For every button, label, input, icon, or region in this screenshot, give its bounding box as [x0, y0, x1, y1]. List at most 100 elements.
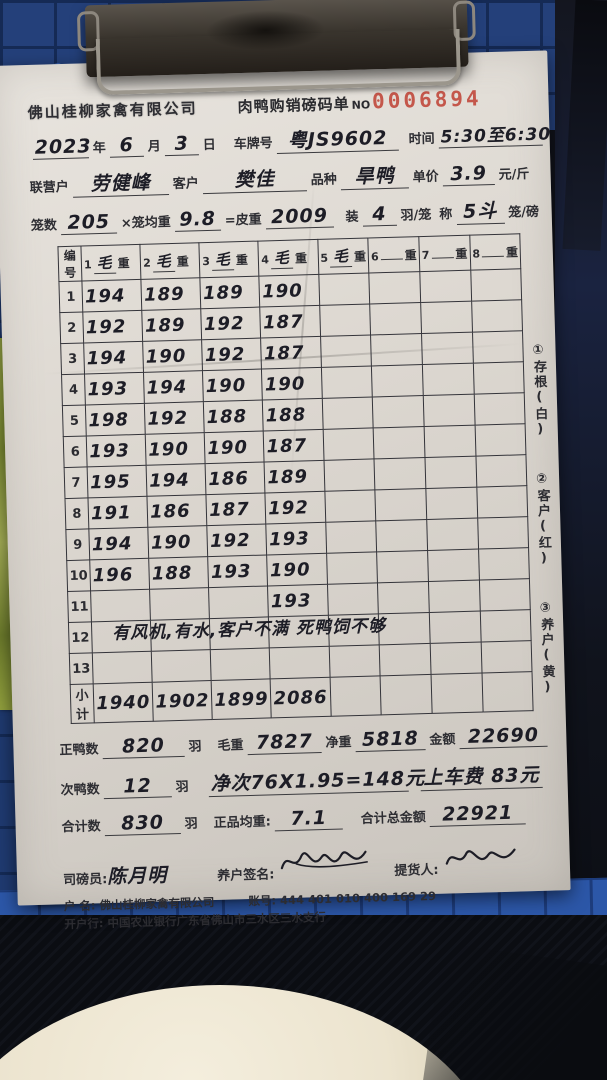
- weight-cell: [375, 488, 427, 521]
- partner-customer-line: 联营户 劳健峰 客户 樊佳 品种 旱鸭 单价 3.9 元/斤: [29, 158, 530, 199]
- weight-cell: [422, 363, 474, 396]
- cull-count-value: 12: [103, 774, 172, 800]
- weight-cell: [369, 302, 422, 335]
- weight-cell: 194: [83, 341, 144, 374]
- farmer-sign-label: 养户签名:: [217, 867, 275, 884]
- weight-cell: 190: [259, 274, 320, 308]
- cages-label: 笼数: [30, 218, 58, 234]
- total-count-value: 830: [104, 810, 181, 837]
- weight-cell: [479, 609, 532, 643]
- summary-line-3: 合计数 830 羽 正品均重: 7.1 合计总金额 22921: [47, 801, 527, 837]
- weight-cell: [320, 365, 373, 399]
- weight-cell: 189: [141, 308, 202, 342]
- weight-cell: 187: [261, 336, 321, 370]
- weight-cell: [151, 649, 212, 683]
- weight-cell: [430, 673, 483, 714]
- weight-cell: [326, 551, 378, 585]
- weight-cell: 1902: [152, 680, 213, 722]
- serial-number: 0006894: [371, 86, 482, 114]
- plate-label: 车牌号: [233, 136, 273, 153]
- weight-cell: 191: [88, 496, 149, 529]
- weight-cell: [420, 301, 473, 334]
- row-number: 7: [64, 466, 89, 499]
- weight-cell: [324, 489, 376, 523]
- weigh-slip-paper: 佛山桂柳家禽有限公司 肉鸭购销磅码单 NO 0006894 2023 年 6 月…: [0, 0, 571, 931]
- weight-cell: [210, 647, 271, 681]
- weigh-unit: 笼/磅: [508, 204, 540, 221]
- cull-count-label: 次鸭数: [60, 782, 100, 799]
- weight-cell: [423, 425, 476, 458]
- weight-cell: [318, 273, 370, 306]
- weight-table-wrap: 编号 1 毛重 2 毛重 3 毛重 4 毛重 5 毛重 6 重 7 重 8 重 1 194 189 189 190 2 19…: [57, 233, 534, 724]
- weigher-name: 陈月明: [106, 864, 168, 889]
- weight-cell: [425, 487, 478, 520]
- net-value: 5818: [355, 727, 426, 753]
- table-corner-label: 编号: [57, 246, 83, 282]
- tare-value: 2009: [265, 204, 334, 230]
- weight-cell: 192: [82, 310, 143, 343]
- date-plate-time-line: 2023 年 6 月 3 日 车牌号 粤JS9602 时间 5:30至6:30: [28, 119, 551, 161]
- day-value: 3: [164, 132, 199, 157]
- weight-cell: [323, 458, 376, 492]
- weight-cell: [423, 394, 475, 427]
- weight-cell: 192: [201, 307, 262, 340]
- grand-total-label: 合计总金额: [360, 810, 426, 827]
- breed-value: 旱鸭: [340, 160, 410, 191]
- weight-cell: 186: [205, 461, 266, 495]
- time-label: 时间: [408, 131, 435, 148]
- weight-cell: [421, 332, 473, 365]
- good-count-label: 正鸭数: [59, 742, 99, 759]
- total-count-label: 合计数: [61, 819, 101, 836]
- load-label: 装: [345, 209, 359, 226]
- weight-cell: [375, 519, 428, 552]
- clip-wire-bail: [95, 28, 462, 96]
- weight-cell: [373, 426, 425, 459]
- serial-no-label: NO: [351, 98, 371, 112]
- doc-title: 肉鸭购销磅码单: [237, 94, 350, 117]
- weigh-label: 称: [439, 207, 453, 223]
- copy-customer: ②客户(红): [533, 471, 552, 568]
- weight-cell: [209, 616, 270, 650]
- weight-cell: 194: [88, 527, 149, 560]
- cull-formula: 净次76X1.95=148元: [208, 763, 425, 798]
- weight-cell: 192: [144, 401, 205, 435]
- cage-avg-label: ×笼均重: [120, 215, 171, 232]
- company-name: 佛山桂柳家禽有限公司: [27, 99, 198, 122]
- row-number: 9: [65, 528, 90, 561]
- weight-cell: 188: [203, 400, 264, 433]
- weight-cell: [269, 646, 330, 679]
- weight-cell: 190: [267, 553, 328, 586]
- good-count-value: 820: [102, 733, 185, 760]
- weight-cell: [478, 578, 531, 612]
- account-no-label: 账号:: [248, 893, 277, 909]
- weight-cell: [322, 427, 375, 461]
- weight-cell: [374, 457, 426, 490]
- weight-cell: 190: [261, 367, 322, 401]
- weight-cell: 188: [262, 398, 323, 432]
- avg-weight-label: 正品均重:: [213, 814, 272, 832]
- year-value: 2023: [32, 135, 92, 160]
- cage-avg-value: 9.8: [174, 207, 221, 232]
- good-count-unit: 羽: [188, 739, 202, 755]
- weight-cell: [474, 423, 527, 457]
- weight-cell: [430, 642, 482, 675]
- weight-cell: 194: [146, 463, 207, 497]
- plate-value: 粤JS9602: [276, 122, 399, 155]
- weight-cell: 189: [264, 460, 325, 493]
- weight-cell: [426, 518, 479, 551]
- weight-cell: [327, 582, 379, 616]
- account-no-value: 444 401 010 400 169 29: [279, 888, 437, 908]
- weight-cell: [327, 613, 380, 647]
- month-value: 6: [109, 133, 144, 158]
- weight-cell: [321, 396, 374, 430]
- weight-cell: [372, 395, 424, 428]
- weight-cell: 192: [207, 523, 268, 557]
- amount-label: 金额: [429, 732, 456, 748]
- weight-cell: 194: [82, 279, 142, 313]
- weight-cell: [378, 612, 431, 645]
- row-number: 6: [63, 435, 88, 468]
